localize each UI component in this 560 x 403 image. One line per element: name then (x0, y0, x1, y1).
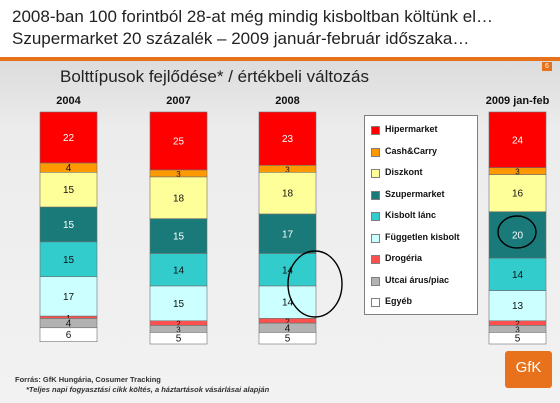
legend-label: Cash&Carry (385, 145, 438, 156)
data-label: 3 (176, 325, 181, 334)
data-label: 14 (173, 265, 185, 276)
data-label: 18 (173, 193, 185, 204)
headline-line-2: Szupermarket 20 százalék – 2009 január-f… (12, 29, 470, 48)
footer-note: *Teljes napi fogyasztási cikk költés, a … (26, 385, 270, 394)
data-label: 3 (515, 168, 520, 177)
legend-swatch (371, 147, 380, 157)
bar-segment (39, 276, 98, 317)
data-label: 5 (176, 334, 182, 345)
category-label: 2008 (275, 95, 299, 107)
footer-source: Forrás: GfK Hungária, Cosumer Tracking (15, 375, 161, 384)
bar-segment (149, 332, 208, 345)
bar-segment (488, 332, 547, 345)
logo-text: GfK (515, 359, 542, 376)
category-label: 2007 (166, 95, 190, 107)
data-label: 22 (63, 133, 75, 144)
bar-segment (488, 174, 547, 213)
data-label: 25 (173, 137, 185, 148)
data-label: 15 (63, 185, 75, 196)
legend-swatch (371, 169, 380, 178)
legend-swatch (371, 126, 380, 135)
legend-label: Egyéb (385, 296, 413, 306)
bar-segment (39, 327, 98, 342)
data-label: 20 (512, 230, 524, 241)
bar-segment (258, 111, 317, 166)
bar-segment (488, 111, 547, 168)
bar-segment (149, 176, 208, 220)
data-label: 15 (63, 255, 75, 266)
legend-swatch (371, 212, 380, 221)
data-label: 3 (176, 170, 181, 179)
legend-label: Kisbolt lánc (385, 210, 437, 220)
data-label: 4 (66, 163, 72, 174)
data-label: 14 (282, 298, 294, 309)
legend-swatch (371, 255, 380, 264)
data-label: 15 (173, 299, 185, 310)
category-label: 2009 jan-feb (486, 95, 550, 107)
data-label: 5 (515, 334, 521, 345)
data-label: 15 (173, 232, 185, 243)
data-label: 4 (66, 319, 72, 330)
data-label: 18 (282, 189, 294, 200)
bar-segment (149, 253, 208, 287)
chart-legend: Hipermarket Cash&Carry Diszkont Szupermarke… (364, 115, 478, 315)
legend-label: Hipermarket (385, 124, 438, 134)
data-label: 2 (176, 320, 181, 329)
data-label: 15 (63, 220, 75, 231)
bar-segment (39, 111, 98, 164)
bar-segment (149, 111, 208, 171)
category-label: 2004 (56, 95, 81, 107)
data-label: 16 (512, 189, 524, 200)
highlight-circle (287, 250, 343, 318)
data-label: 23 (282, 134, 294, 145)
headline-line-1: 2008-ban 100 forintból 28-at még mindig … (12, 7, 494, 26)
page-number: 6 (542, 62, 552, 71)
data-label: 5 (285, 334, 291, 345)
legend-swatch (371, 276, 380, 286)
data-label: 3 (285, 165, 290, 174)
legend-label: Diszkont (385, 167, 423, 177)
highlight-circle (497, 215, 537, 249)
data-label: 13 (512, 301, 524, 312)
bar-segment (488, 290, 547, 322)
bar-segment (39, 241, 98, 278)
gfk-logo: GfK (505, 351, 552, 388)
legend-swatch (371, 190, 380, 200)
data-label: 6 (66, 330, 72, 341)
data-label: 17 (63, 292, 75, 303)
legend-swatch (371, 233, 380, 243)
data-label: 14 (282, 265, 294, 276)
data-label: 2 (515, 320, 520, 329)
legend-label: Szupermarket (385, 188, 445, 199)
accent-bar (0, 57, 560, 61)
data-label: 4 (285, 323, 291, 334)
legend-label: Drogéria (385, 253, 423, 263)
headline: 2008-ban 100 forintból 28-at még mindig … (12, 6, 552, 50)
legend-label: Független kisbolt (385, 231, 460, 242)
bar-segment (488, 257, 547, 291)
data-label: 14 (512, 270, 524, 281)
data-label: 3 (515, 325, 520, 334)
data-label: 2 (285, 317, 290, 326)
bar-segment (258, 172, 317, 215)
chart-title: Bolttípusok fejlődése* / értékbeli válto… (60, 67, 370, 86)
legend-swatch (371, 298, 380, 307)
bar-segment (149, 285, 208, 322)
data-label: 24 (512, 135, 524, 146)
bar-segment (258, 332, 317, 345)
legend-label: Utcai árus/piac (385, 274, 450, 285)
bar-segment (258, 213, 317, 254)
bar-segment (149, 218, 208, 254)
data-label: 17 (282, 229, 294, 240)
